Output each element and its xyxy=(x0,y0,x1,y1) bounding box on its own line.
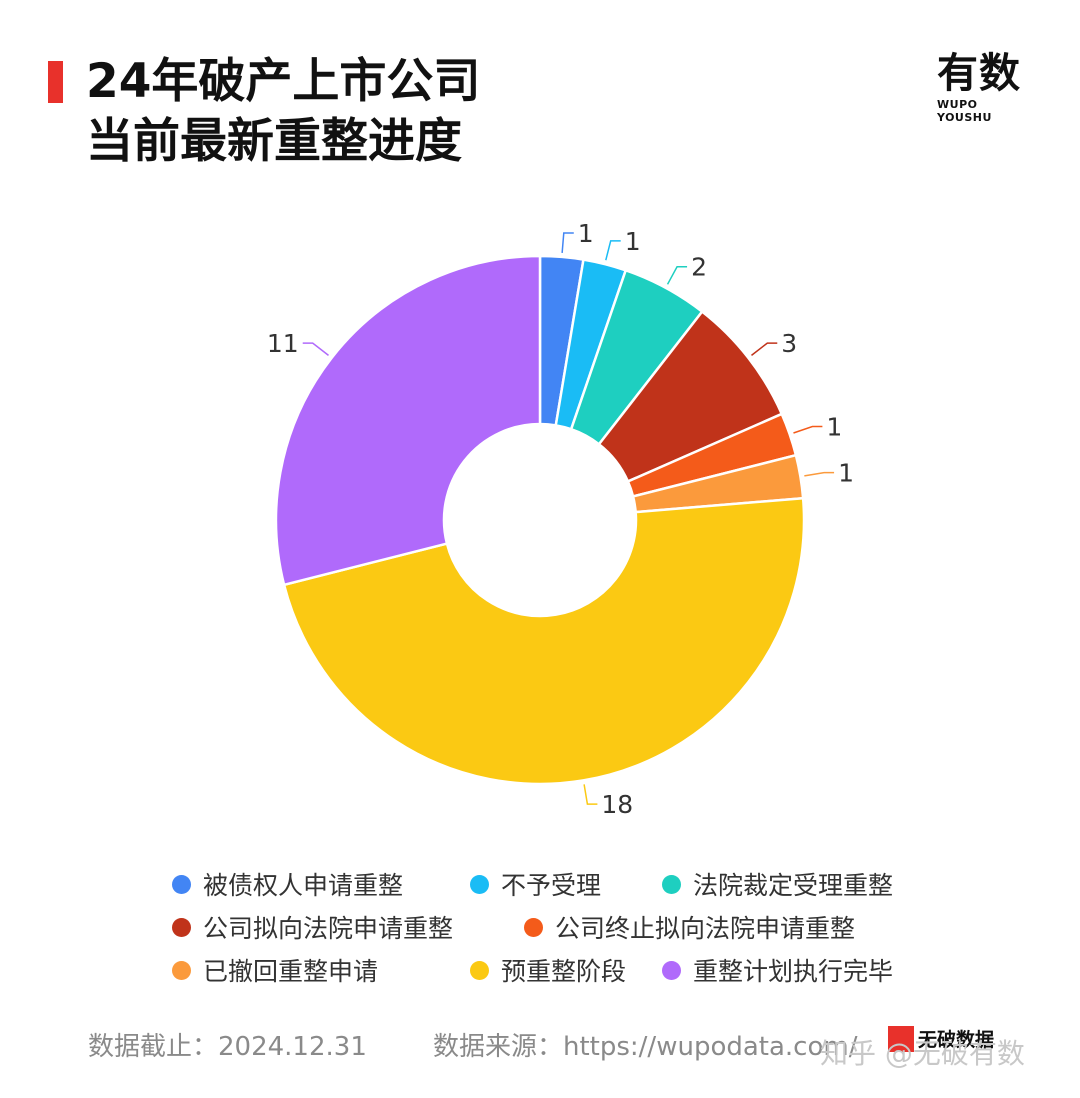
legend-label-8: 重整计划执行完毕 xyxy=(693,957,894,986)
leader-line-8 xyxy=(302,342,329,356)
data-label-8: 11 xyxy=(267,329,299,358)
legend-swatch-6 xyxy=(172,960,191,980)
legend-label-5: 公司终止拟向法院申请重整 xyxy=(555,914,856,943)
leader-line-6 xyxy=(804,471,835,477)
leader-line-2 xyxy=(605,240,621,261)
logo-main-text: 有数 xyxy=(937,49,1021,97)
data-label-1: 1 xyxy=(578,219,594,248)
leader-line-4 xyxy=(751,342,778,356)
footer-date: 数据截止：2024.12.31 xyxy=(88,1032,367,1062)
footer-source: 数据来源：https://wupodata.com/ xyxy=(433,1032,858,1062)
legend-swatch-5 xyxy=(524,917,543,937)
chart-title: 24年破产上市公司 当前最新重整进度 xyxy=(86,52,480,172)
leader-line-3 xyxy=(666,265,688,285)
legend-label-4: 公司拟向法院申请重整 xyxy=(203,914,454,943)
legend-swatch-7 xyxy=(470,960,489,980)
legend-label-1: 被债权人申请重整 xyxy=(203,871,404,900)
watermark-brand-icon xyxy=(888,1025,914,1052)
watermark-brand-text: 无破数据 xyxy=(918,1029,995,1051)
data-label-2: 1 xyxy=(625,227,641,256)
leader-line-5 xyxy=(793,425,823,434)
legend-item-2: 不予受理 xyxy=(470,866,601,902)
leader-line-1 xyxy=(561,232,574,253)
legend-item-1: 被债权人申请重整 xyxy=(172,866,403,902)
legend-label-2: 不予受理 xyxy=(501,871,602,900)
legend-item-8: 重整计划执行完毕 xyxy=(662,952,893,988)
data-label-6: 1 xyxy=(838,459,854,488)
legend-item-6: 已撤回重整申请 xyxy=(172,952,378,988)
data-label-3: 2 xyxy=(691,253,707,282)
leader-line-7 xyxy=(583,784,598,805)
legend-label-6: 已撤回重整申请 xyxy=(203,957,379,986)
title-line-1: 24年破产上市公司 xyxy=(86,54,481,109)
watermark-text: 知乎 @无破有数 xyxy=(820,1037,1025,1070)
legend-swatch-3 xyxy=(662,874,681,894)
legend-label-7: 预重整阶段 xyxy=(501,957,627,986)
legend-swatch-8 xyxy=(662,960,681,980)
legend-label-3: 法院裁定受理重整 xyxy=(693,871,894,900)
legend-swatch-1 xyxy=(172,874,191,894)
legend-swatch-4 xyxy=(172,917,191,937)
data-label-4: 3 xyxy=(781,329,797,358)
data-label-5: 1 xyxy=(826,412,842,441)
title-line-2: 当前最新重整进度 xyxy=(86,114,462,169)
legend-item-7: 预重整阶段 xyxy=(470,952,626,988)
legend-item-4: 公司拟向法院申请重整 xyxy=(172,909,453,945)
logo-sub-text: WUPO YOUSHU xyxy=(937,98,992,124)
brand-logo: 有数 WUPO YOUSHU xyxy=(937,48,1027,124)
legend-item-5: 公司终止拟向法院申请重整 xyxy=(524,909,855,945)
legend-swatch-2 xyxy=(470,874,489,894)
slice-8 xyxy=(274,254,542,587)
watermark-brand: 无破数据 xyxy=(888,1025,994,1052)
legend-item-3: 法院裁定受理重整 xyxy=(662,866,893,902)
title-accent-bar xyxy=(48,61,63,103)
data-label-7: 18 xyxy=(601,790,633,819)
slice-7 xyxy=(282,496,806,786)
